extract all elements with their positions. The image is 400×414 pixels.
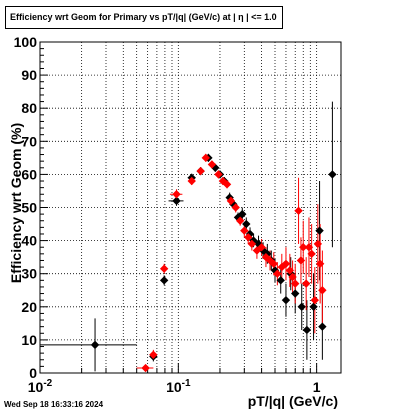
data-points bbox=[90, 153, 337, 373]
data-point-red bbox=[159, 264, 169, 273]
data-point-red bbox=[285, 266, 295, 275]
y-tick-label: 0 bbox=[29, 365, 37, 381]
data-point-red bbox=[243, 233, 253, 242]
y-tick-label: 50 bbox=[21, 200, 37, 216]
data-point-black bbox=[328, 170, 337, 179]
y-tick-label: 100 bbox=[14, 34, 38, 50]
error-bars bbox=[40, 101, 334, 372]
data-point-red bbox=[313, 239, 323, 249]
y-tick-label: 40 bbox=[21, 233, 37, 249]
data-point-red bbox=[226, 196, 236, 206]
data-point-red bbox=[301, 279, 311, 288]
data-point-red bbox=[288, 272, 297, 282]
data-point-black bbox=[315, 226, 324, 235]
y-tick-label: 10 bbox=[21, 332, 37, 348]
data-point-black bbox=[254, 239, 263, 249]
data-point-red bbox=[299, 243, 308, 252]
chart-title: Efficiency wrt Geom for Primary vs pT/|q… bbox=[5, 6, 283, 29]
data-point-red bbox=[235, 216, 245, 225]
grid-lines bbox=[40, 42, 341, 373]
y-axis-label: Efficiency wrt Geom (%) bbox=[8, 123, 24, 283]
data-point-red bbox=[207, 160, 217, 169]
data-point-black bbox=[309, 302, 318, 311]
data-point-red bbox=[240, 226, 249, 235]
y-tick-label: 90 bbox=[21, 67, 37, 83]
y-tick-label: 60 bbox=[21, 166, 37, 182]
data-point-red bbox=[269, 259, 278, 268]
data-point-black bbox=[242, 219, 251, 229]
data-point-black bbox=[172, 196, 181, 206]
data-point-red bbox=[247, 239, 257, 249]
x-tick-label: 10-1 bbox=[166, 378, 191, 395]
data-point-red bbox=[172, 190, 181, 199]
data-point-black bbox=[281, 295, 291, 305]
data-point-red bbox=[294, 206, 303, 216]
data-point-red bbox=[141, 363, 150, 373]
x-tick-label: 1 bbox=[313, 379, 321, 395]
data-point-red bbox=[196, 166, 205, 176]
axes bbox=[39, 41, 318, 374]
data-point-red bbox=[281, 259, 291, 268]
data-point-red bbox=[273, 269, 282, 278]
data-point-red bbox=[315, 259, 325, 268]
data-point-red bbox=[291, 279, 300, 288]
timestamp: Wed Sep 18 16:33:16 2024 bbox=[4, 400, 104, 409]
data-point-red bbox=[222, 180, 232, 189]
data-point-red bbox=[214, 170, 223, 179]
data-point-black bbox=[297, 302, 306, 311]
data-point-black bbox=[291, 289, 300, 298]
data-point-black bbox=[276, 276, 285, 285]
data-point-black bbox=[90, 340, 100, 350]
x-tick-label: 10-2 bbox=[28, 378, 53, 395]
data-point-red bbox=[252, 246, 262, 255]
data-point-black bbox=[302, 325, 312, 335]
data-point-red bbox=[149, 350, 158, 359]
x-tick-labels: 10-2 10-1 1 bbox=[28, 378, 321, 395]
data-point-black bbox=[238, 209, 247, 219]
y-tick-label: 80 bbox=[21, 100, 37, 116]
data-point-red bbox=[257, 243, 266, 252]
data-point-black bbox=[159, 276, 169, 285]
data-point-black bbox=[211, 163, 220, 172]
data-point-red bbox=[318, 286, 327, 295]
data-point-red bbox=[187, 176, 196, 186]
data-point-black bbox=[318, 322, 327, 331]
y-tick-label: 30 bbox=[21, 266, 37, 282]
y-tick-labels: 0 10 20 30 40 50 60 70 80 90 100 bbox=[14, 34, 38, 381]
data-point-red bbox=[304, 243, 314, 252]
data-point-red bbox=[307, 249, 316, 259]
data-point-red bbox=[231, 203, 240, 212]
data-point-red bbox=[296, 256, 306, 265]
data-point-red bbox=[201, 153, 210, 163]
y-tick-label: 20 bbox=[21, 299, 37, 315]
x-axis-label: pT/|q| (GeV/c) bbox=[248, 393, 338, 409]
y-tick-label: 70 bbox=[21, 133, 37, 149]
data-point-red bbox=[310, 295, 320, 305]
